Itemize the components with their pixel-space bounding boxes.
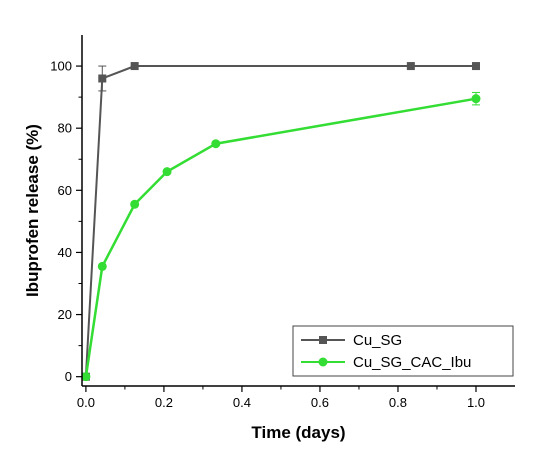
y-tick-label: 80 bbox=[58, 121, 72, 136]
data-point bbox=[162, 167, 172, 177]
x-tick-label: 0.0 bbox=[77, 395, 95, 410]
x-tick-label: 0.4 bbox=[233, 395, 251, 410]
y-tick-label: 100 bbox=[50, 59, 72, 74]
data-point bbox=[471, 62, 480, 71]
legend-label: Cu_SG bbox=[353, 332, 402, 349]
x-tick-label: 1.0 bbox=[467, 395, 485, 410]
data-point bbox=[81, 372, 91, 382]
y-tick-label: 0 bbox=[65, 369, 72, 384]
legend-marker bbox=[318, 357, 328, 367]
x-tick-label: 0.8 bbox=[389, 395, 407, 410]
data-point bbox=[471, 94, 481, 104]
y-tick-label: 20 bbox=[58, 307, 72, 322]
series-layer bbox=[81, 62, 481, 382]
y-axis-title: Ibuprofen release (%) bbox=[23, 124, 42, 297]
legend: Cu_SG Cu_SG_CAC_Ibu bbox=[292, 325, 514, 377]
data-point bbox=[97, 261, 107, 271]
series-1 bbox=[81, 91, 481, 382]
y-tick-label: 60 bbox=[58, 183, 72, 198]
y-tick-label: 40 bbox=[58, 245, 72, 260]
legend-label: Cu_SG_CAC_Ibu bbox=[353, 354, 471, 371]
legend-box bbox=[292, 325, 514, 377]
x-tick-label: 0.2 bbox=[155, 395, 173, 410]
data-point bbox=[130, 62, 139, 71]
legend-marker bbox=[319, 336, 327, 344]
x-axis-title: Time (days) bbox=[251, 423, 345, 442]
x-tick-label: 0.6 bbox=[311, 395, 329, 410]
ticks: 0.0 0.2 0.4 0.6 0.8 1.0 0 20 40 60 80 100 bbox=[50, 59, 485, 410]
data-point bbox=[211, 139, 221, 149]
data-point bbox=[130, 199, 140, 209]
data-point bbox=[406, 62, 415, 71]
axes bbox=[81, 35, 515, 387]
data-point bbox=[98, 74, 107, 83]
series-line bbox=[84, 97, 477, 377]
